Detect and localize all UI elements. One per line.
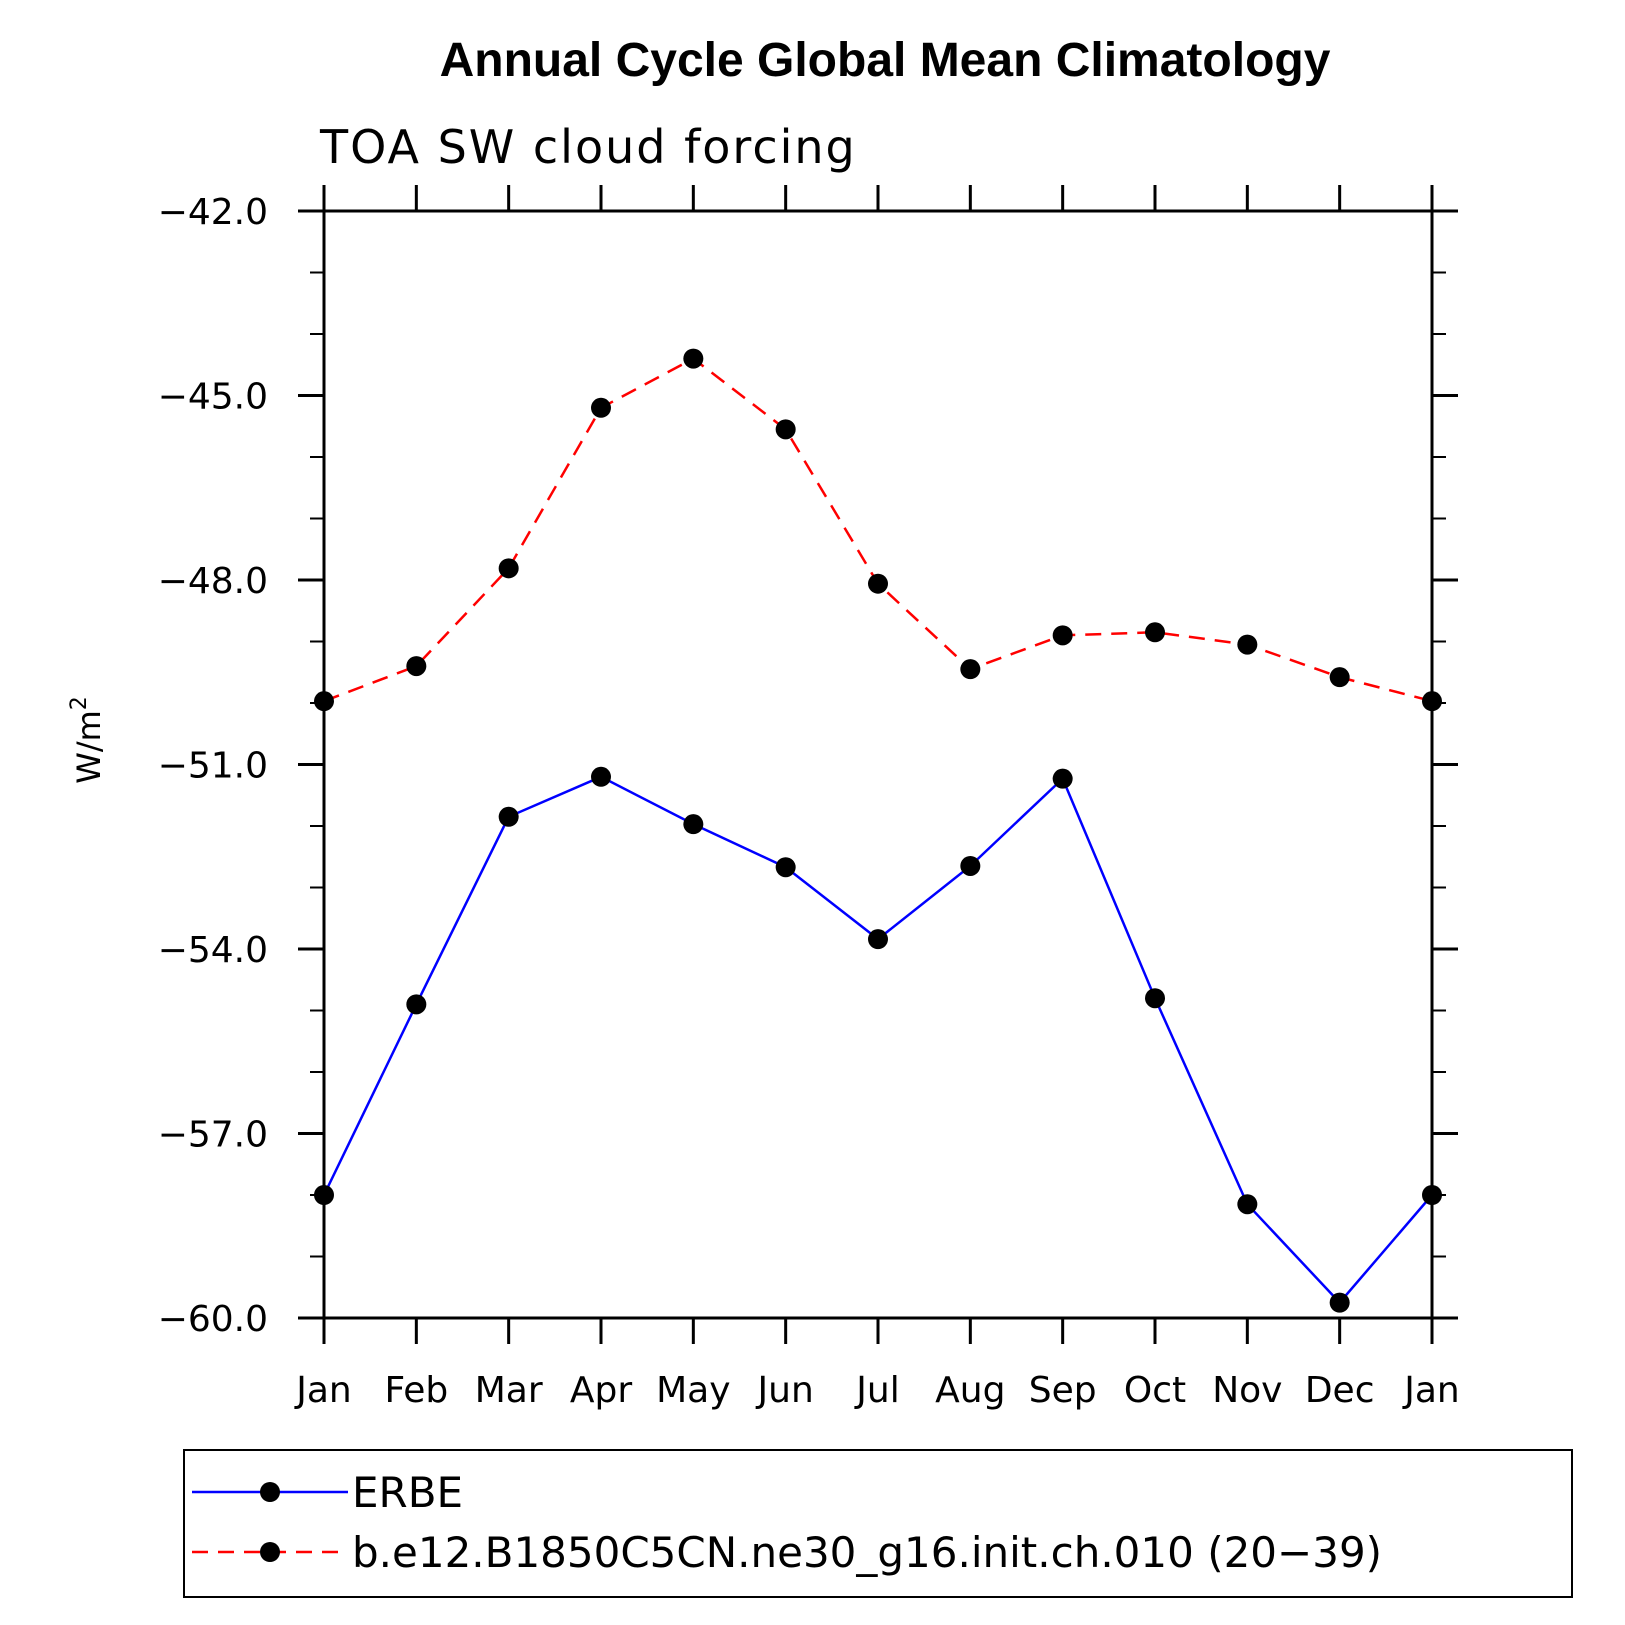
series-2-point bbox=[868, 573, 888, 594]
plot-frame bbox=[322, 209, 1434, 1320]
plot-area: Jan Feb Mar Apr May Jun Jul Aug Sep Oct Nov Dec Jan−… bbox=[158, 185, 1460, 1411]
x-tick-label: Jun bbox=[756, 1370, 814, 1411]
series-1-point bbox=[960, 855, 981, 876]
legend-box bbox=[183, 1449, 1573, 1598]
series-1-point bbox=[498, 806, 519, 827]
x-tick-label: Mar bbox=[475, 1370, 543, 1411]
y-tick-label: −60.0 bbox=[158, 1299, 268, 1340]
chart-subtitle: TOA SW cloud forcing bbox=[319, 120, 857, 174]
series-1-point bbox=[314, 1185, 334, 1205]
x-tick-label: Jul bbox=[854, 1370, 899, 1411]
legend: ERBE b.e12.B1850C5CN.ne30_g16.init.ch.010… bbox=[183, 1449, 1573, 1598]
x-tick-label: Aug bbox=[935, 1370, 1005, 1411]
series-2-point bbox=[498, 558, 519, 579]
series-2-point bbox=[960, 659, 981, 680]
chart-title: Annual Cycle Global Mean Climatology bbox=[440, 34, 1331, 87]
y-axis-label-superscript: 2 bbox=[67, 696, 92, 710]
legend-label-1: ERBE bbox=[352, 1468, 463, 1517]
series-1-point bbox=[1145, 988, 1165, 1009]
y-axis-label: W/m2 bbox=[67, 696, 108, 784]
y-tick-label: −45.0 bbox=[158, 377, 268, 418]
y-tick-label: −51.0 bbox=[158, 746, 268, 787]
legend-label-2: b.e12.B1850C5CN.ne30_g16.init.ch.010 (20… bbox=[352, 1528, 1382, 1577]
series-2-point bbox=[1145, 622, 1165, 643]
series-1-point bbox=[775, 857, 796, 878]
x-tick-label: May bbox=[656, 1370, 730, 1411]
y-tick-label: −48.0 bbox=[158, 561, 268, 602]
svg-text:W/m2: W/m2 bbox=[67, 696, 108, 784]
series-1-point bbox=[1052, 768, 1073, 789]
series-2-point bbox=[1329, 667, 1350, 688]
series-2-point bbox=[683, 348, 704, 369]
x-tick-label: Feb bbox=[384, 1370, 448, 1411]
y-tick-label: −57.0 bbox=[158, 1115, 268, 1156]
y-tick-label: −42.0 bbox=[158, 192, 268, 233]
series-1-point bbox=[406, 994, 427, 1015]
series-1-point bbox=[868, 929, 888, 950]
x-tick-label: Oct bbox=[1124, 1370, 1186, 1411]
x-tick-label: Jan bbox=[294, 1370, 352, 1411]
legend-marker-2 bbox=[260, 1542, 280, 1562]
x-tick-label: Dec bbox=[1305, 1370, 1375, 1411]
series-1-point bbox=[1237, 1194, 1258, 1215]
x-tick-label: Jan bbox=[1402, 1370, 1460, 1411]
series-2-point bbox=[775, 419, 796, 440]
series-1-point bbox=[591, 766, 611, 787]
x-tick-label: Nov bbox=[1212, 1370, 1282, 1411]
legend-marker-1 bbox=[260, 1482, 280, 1502]
series-1-point bbox=[683, 814, 704, 835]
series-2-point bbox=[1052, 625, 1073, 646]
y-axis-label-text: W/m bbox=[70, 710, 108, 784]
series-line-2 bbox=[323, 357, 1433, 703]
series-2-point bbox=[314, 691, 334, 712]
x-tick-label: Apr bbox=[570, 1370, 632, 1411]
x-tick-label: Sep bbox=[1029, 1370, 1097, 1411]
series-line-1 bbox=[322, 775, 1433, 1305]
series-2-point bbox=[406, 656, 427, 677]
y-tick-label: −54.0 bbox=[158, 930, 268, 971]
series-1-point bbox=[1422, 1185, 1442, 1205]
series-2-point bbox=[591, 397, 611, 418]
series-2-point bbox=[1422, 691, 1442, 712]
series-2-point bbox=[1237, 634, 1258, 655]
series-1-point bbox=[1329, 1292, 1350, 1313]
